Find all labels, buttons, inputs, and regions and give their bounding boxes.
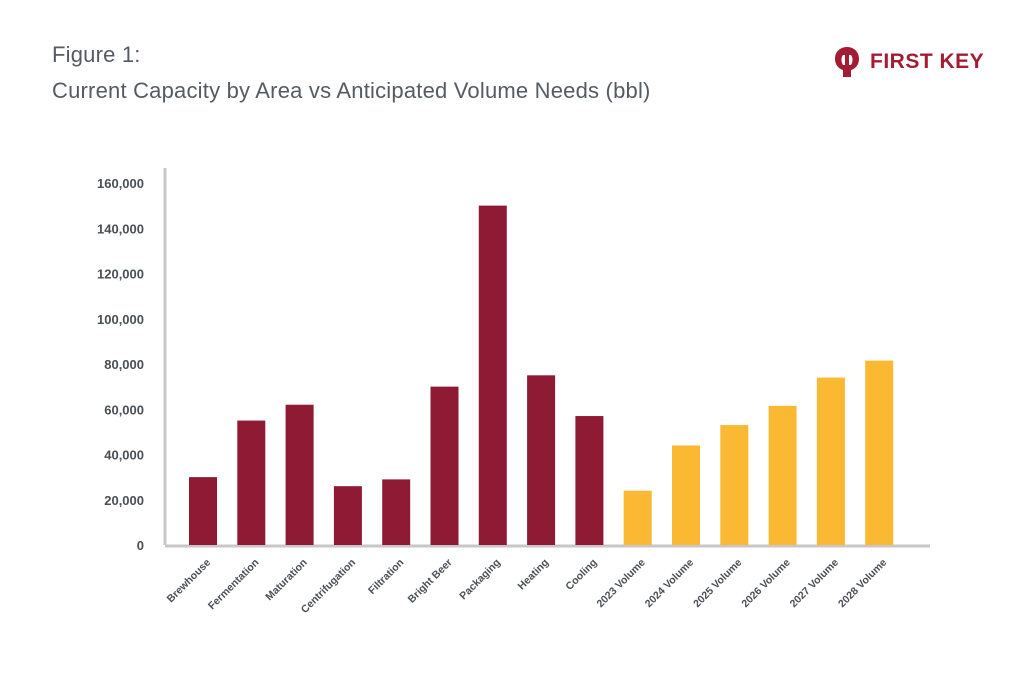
x-tick-label: Cooling: [563, 557, 599, 593]
y-tick-label: 100,000: [97, 312, 144, 327]
x-tick-label: Fermentation: [206, 557, 262, 613]
bar: [333, 486, 362, 545]
bar: [816, 377, 845, 545]
x-tick-label: 2028 Volume: [836, 557, 889, 610]
bar: [672, 445, 700, 545]
bar: [527, 375, 556, 545]
figure-label: Figure 1:: [52, 42, 141, 67]
x-tick-label: Heating: [516, 557, 552, 593]
x-tick-label: Packaging: [457, 557, 503, 603]
first-key-logo: FIRST KEY: [830, 44, 984, 80]
x-tick-label: 2023 Volume: [594, 557, 647, 610]
chart-title: Current Capacity by Area vs Anticipated …: [52, 78, 651, 103]
x-tick-label: 2024 Volume: [643, 557, 696, 610]
logo-text: FIRST KEY: [870, 50, 985, 73]
bar: [575, 416, 604, 545]
y-tick-label: 40,000: [104, 448, 144, 463]
bar: [768, 405, 797, 545]
x-tick-label: Filtration: [366, 557, 406, 597]
x-tick-label: 2025 Volume: [691, 557, 744, 610]
bar: [865, 360, 894, 545]
bar: [237, 420, 266, 545]
x-tick-label: Maturation: [263, 557, 309, 603]
x-tick-label: Brewhouse: [165, 557, 214, 606]
x-tick-label: 2027 Volume: [788, 557, 841, 610]
bar: [382, 479, 411, 545]
x-tick-label: Bright Beer: [406, 557, 455, 606]
y-tick-label: 140,000: [97, 221, 144, 236]
y-tick-label: 60,000: [104, 402, 144, 417]
bar: [478, 205, 507, 545]
y-tick-label: 0: [137, 538, 144, 553]
bar: [285, 404, 314, 545]
y-tick-label: 120,000: [97, 267, 144, 282]
y-tick-label: 160,000: [97, 176, 144, 191]
bar: [430, 386, 459, 545]
bar: [720, 425, 749, 545]
first-key-logo-icon: [835, 47, 859, 77]
bar: [189, 477, 217, 545]
y-tick-label: 80,000: [104, 357, 144, 372]
y-tick-label: 20,000: [104, 493, 144, 508]
x-tick-label: 2026 Volume: [739, 557, 792, 610]
bar: [623, 490, 652, 545]
